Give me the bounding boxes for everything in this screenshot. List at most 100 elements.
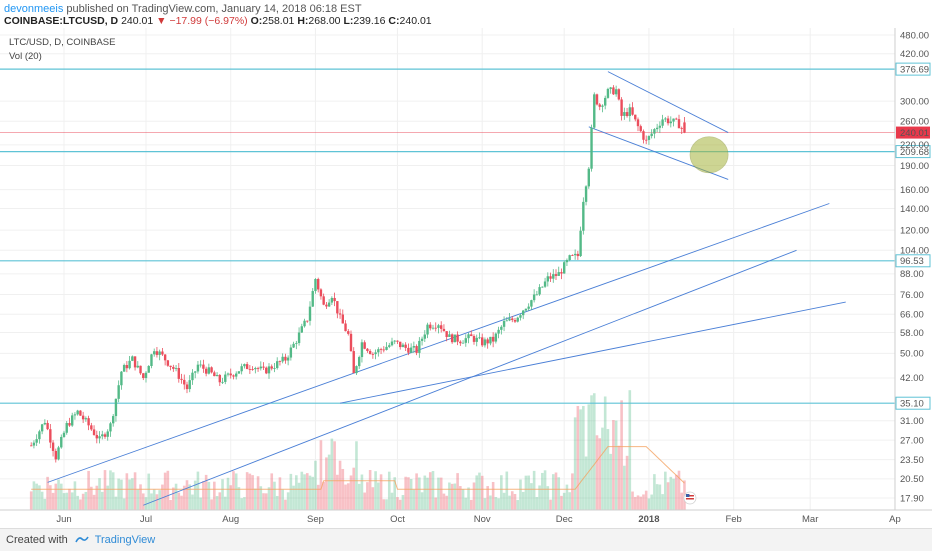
candle-body bbox=[464, 338, 467, 343]
candle-body bbox=[51, 442, 55, 451]
candle-body bbox=[669, 121, 672, 124]
candle-body bbox=[218, 375, 221, 383]
candle-body bbox=[563, 262, 566, 274]
candle-body bbox=[666, 118, 670, 124]
volume-bar bbox=[286, 492, 290, 510]
candle-body bbox=[401, 344, 405, 348]
price-tick-label: 104.00 bbox=[900, 246, 929, 257]
volume-bar bbox=[352, 467, 356, 510]
volume-bar bbox=[180, 495, 183, 510]
author-link[interactable]: devonmeeis bbox=[4, 3, 64, 15]
volume-bar bbox=[655, 484, 659, 510]
price-tick-label: 260.00 bbox=[900, 117, 929, 128]
candle-body bbox=[399, 341, 402, 348]
volume-bar bbox=[161, 484, 164, 510]
volume-bar bbox=[371, 487, 375, 510]
candle-body bbox=[511, 318, 514, 321]
volume-bar bbox=[114, 496, 118, 510]
low-value: 239.16 bbox=[353, 15, 386, 27]
volume-bar bbox=[256, 476, 260, 510]
candle-body bbox=[655, 127, 659, 130]
candle-body bbox=[338, 313, 342, 315]
price-tick-label: 66.00 bbox=[900, 310, 924, 321]
volume-bar bbox=[415, 473, 418, 510]
volume-bar bbox=[387, 471, 391, 510]
volume-bar bbox=[278, 477, 282, 510]
volume-bar bbox=[62, 493, 66, 510]
volume-bar bbox=[273, 481, 276, 510]
volume-bar bbox=[166, 470, 170, 510]
volume-bar bbox=[532, 470, 536, 510]
candle-body bbox=[265, 367, 268, 374]
volume-bar bbox=[500, 475, 503, 510]
volume-bar bbox=[139, 484, 142, 510]
volume-bar bbox=[658, 484, 662, 510]
candle-body bbox=[456, 334, 459, 342]
candle-body bbox=[286, 357, 290, 361]
volume-bar bbox=[560, 495, 563, 510]
candle-body bbox=[530, 300, 533, 307]
volume-bar bbox=[226, 477, 230, 510]
candle-body bbox=[336, 301, 339, 314]
candle-body bbox=[614, 89, 618, 95]
tradingview-link[interactable]: TradingView bbox=[94, 534, 156, 546]
lower-trendline bbox=[339, 301, 846, 404]
candle-body bbox=[295, 343, 298, 344]
volume-bar bbox=[363, 492, 366, 510]
candle-body bbox=[491, 336, 495, 342]
volume-bar bbox=[344, 484, 347, 510]
candle-body bbox=[483, 339, 487, 346]
candle-body bbox=[565, 260, 569, 263]
volume-bar bbox=[284, 499, 287, 510]
candle-body bbox=[382, 349, 385, 351]
candle-body bbox=[650, 133, 653, 137]
candle-body bbox=[215, 375, 219, 377]
candle-body bbox=[254, 368, 257, 370]
price-chart[interactable]: 17.90 20.50 23.50 27.00 31.00 35.10 42.00 50.00… bbox=[0, 28, 932, 528]
volume-bar bbox=[319, 440, 323, 510]
candle-body bbox=[240, 366, 243, 372]
candle-body bbox=[448, 334, 451, 337]
candle-body bbox=[202, 364, 205, 369]
candle-body bbox=[166, 360, 170, 366]
volume-bar bbox=[185, 480, 189, 510]
time-axis[interactable]: Jun Jul Aug Sep Oct Nov Dec 2018 Feb Mar Ap bbox=[0, 509, 932, 525]
volume-bar bbox=[81, 493, 85, 510]
candle-body bbox=[459, 341, 462, 344]
volume-bar bbox=[120, 479, 123, 510]
price-tick-label: 300.00 bbox=[900, 96, 929, 107]
price-axis[interactable]: 17.90 20.50 23.50 27.00 31.00 35.10 42.00 50.00… bbox=[894, 28, 932, 528]
candle-body bbox=[122, 365, 126, 372]
volume-bar bbox=[628, 390, 632, 510]
volume-bar bbox=[680, 492, 684, 510]
candle-body bbox=[409, 347, 413, 353]
volume-bar bbox=[155, 494, 159, 510]
candle-body bbox=[180, 378, 183, 380]
candle-body bbox=[256, 368, 260, 369]
volume-bar bbox=[535, 497, 539, 510]
candle-body bbox=[502, 321, 506, 327]
volume-bar bbox=[650, 494, 653, 510]
volume-bar bbox=[562, 492, 566, 510]
candle-body bbox=[475, 337, 478, 342]
volume-bar bbox=[355, 441, 358, 510]
volume-bar bbox=[508, 495, 511, 510]
time-tick-label: Nov bbox=[474, 514, 491, 525]
price-tick-label: 190.00 bbox=[900, 161, 929, 172]
volume-bar bbox=[672, 478, 675, 510]
volume-bar bbox=[420, 492, 424, 510]
candle-body bbox=[128, 360, 131, 369]
candle-body bbox=[262, 366, 265, 368]
volume-bar bbox=[243, 497, 246, 510]
horizontal-levels bbox=[0, 68, 895, 404]
candle-body bbox=[292, 343, 295, 348]
candle-body bbox=[620, 99, 623, 116]
volume-bar bbox=[325, 457, 328, 510]
chart-grid bbox=[0, 28, 896, 510]
candle-body bbox=[153, 351, 156, 355]
volume-legend: Vol (20) bbox=[9, 51, 42, 62]
volume-bar bbox=[98, 478, 101, 510]
volume-bar bbox=[573, 417, 577, 510]
volume-bar bbox=[653, 474, 656, 510]
volume-bar bbox=[483, 498, 487, 510]
